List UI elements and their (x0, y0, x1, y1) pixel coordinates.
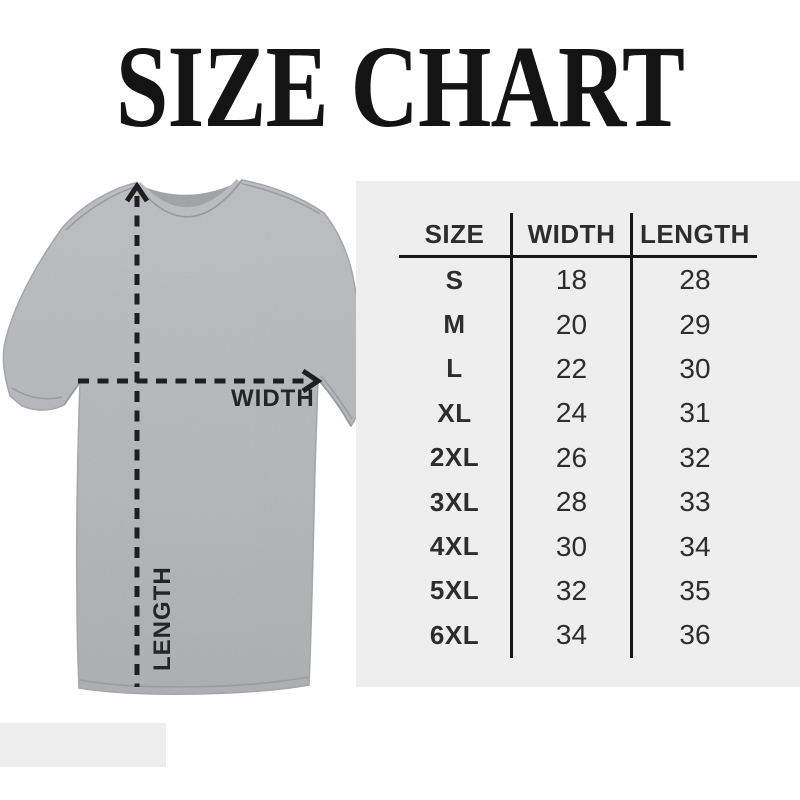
size-table: SIZE WIDTH LENGTH S 18 28 M 20 29 L 22 30 XL 24 31 2XL 2… (399, 213, 757, 658)
value-cell: 18 (510, 258, 633, 303)
value-cell: 22 (510, 346, 633, 392)
size-cell: 3XL (429, 486, 480, 517)
length-arrow (124, 181, 150, 687)
value-cell: 36 (679, 619, 711, 651)
value-cell: 29 (679, 308, 711, 340)
size-table-panel: SIZE WIDTH LENGTH S 18 28 M 20 29 L 22 30 XL 24 31 2XL 2… (356, 181, 800, 687)
size-cell: 2XL (429, 442, 480, 473)
value-cell: 20 (510, 302, 633, 347)
page-title: SIZE CHART (115, 21, 685, 152)
value-cell: 32 (510, 568, 633, 614)
value-cell: 26 (510, 435, 633, 480)
length-measure-label: LENGTH (149, 566, 176, 671)
value-cell: 30 (679, 352, 711, 384)
value-cell: 28 (510, 479, 633, 525)
size-cell: S (445, 264, 464, 295)
value-cell: 35 (679, 574, 711, 606)
value-cell: 34 (510, 613, 633, 658)
column-header-width: WIDTH (510, 213, 633, 258)
size-cell: 5XL (429, 575, 480, 606)
width-arrow (78, 368, 323, 394)
width-measure-label: WIDTH (231, 385, 315, 412)
collar (133, 178, 244, 218)
column-header-length: LENGTH (633, 213, 757, 258)
value-cell: 28 (679, 264, 711, 296)
seam-lines (11, 182, 353, 688)
tshirt-body (2, 178, 364, 695)
size-cell: 6XL (429, 619, 480, 650)
size-cell: M (443, 309, 466, 340)
value-cell: 33 (679, 486, 711, 518)
value-cell: 30 (510, 524, 633, 569)
size-cell: XL (437, 397, 472, 428)
value-cell: 31 (679, 397, 711, 429)
value-cell: 34 (679, 530, 711, 562)
background-accent-block (0, 723, 166, 767)
value-cell: 32 (679, 441, 711, 473)
size-cell: L (446, 353, 463, 384)
value-cell: 24 (510, 391, 633, 436)
size-cell: 4XL (429, 531, 480, 562)
column-header-size: SIZE (399, 213, 510, 258)
